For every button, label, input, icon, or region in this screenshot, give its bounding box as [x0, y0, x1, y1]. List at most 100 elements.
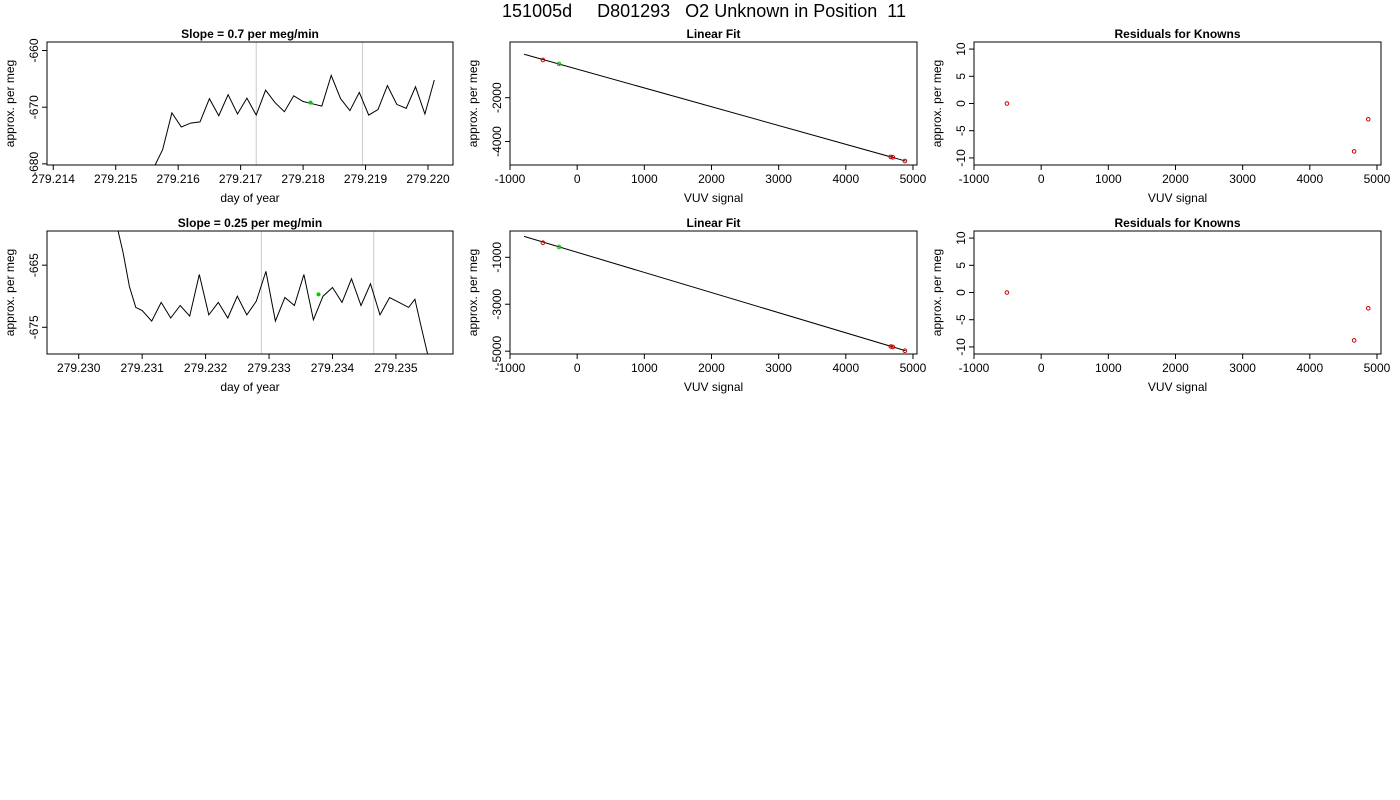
plot-frame — [509, 41, 918, 166]
y-axis-label: approx. per meg — [466, 60, 480, 147]
x-tick-label: 279.214 — [32, 172, 76, 186]
y-tick-label: 5 — [954, 73, 968, 80]
x-axis-label: VUV signal — [684, 380, 743, 394]
y-axis-label: approx. per meg — [930, 60, 944, 147]
plot-area — [523, 235, 908, 354]
unknown-marker — [316, 292, 321, 297]
x-axis: -1000 0 1000 2000 3000 4000 5000 VUV signal — [959, 353, 1391, 394]
residual-point — [1004, 290, 1010, 295]
plot-area — [523, 53, 908, 164]
fit-line — [523, 235, 906, 352]
x-axis-label: day of year — [220, 380, 279, 394]
y-axis-label: approx. per meg — [3, 60, 17, 147]
x-tick-label: 5000 — [900, 361, 927, 375]
plot-area — [1004, 290, 1371, 343]
x-tick-label: 4000 — [1296, 172, 1323, 186]
y-tick-label: -660 — [27, 38, 41, 62]
x-tick-label: 1000 — [1095, 172, 1122, 186]
x-tick-label: 279.230 — [57, 361, 101, 375]
unknown-marker — [308, 100, 313, 105]
y-tick-label: -680 — [27, 152, 41, 176]
x-tick-label: 1000 — [631, 172, 658, 186]
y-tick-label: -4000 — [490, 126, 504, 157]
plot-area — [1004, 101, 1371, 154]
plot-frame — [973, 230, 1382, 355]
x-axis: -1000 0 1000 2000 3000 4000 5000 VUV signal — [959, 164, 1391, 205]
x-tick-label: 279.216 — [156, 172, 200, 186]
known-point — [902, 348, 908, 354]
chart-title: Slope = 0.7 per meg/min — [181, 27, 319, 41]
x-tick-label: 4000 — [832, 172, 859, 186]
x-axis: 279.214 279.215 279.216 279.217 279.218 279.2… — [32, 164, 450, 205]
x-tick-label: 3000 — [1229, 172, 1256, 186]
x-tick-label: 279.234 — [311, 361, 355, 375]
unknown-point — [556, 61, 562, 67]
x-tick-label: 279.235 — [374, 361, 418, 375]
x-tick-label: 279.233 — [247, 361, 291, 375]
x-tick-label: 5000 — [900, 172, 927, 186]
x-tick-label: 4000 — [832, 361, 859, 375]
fit-line — [523, 53, 906, 162]
y-tick-label: 10 — [954, 42, 968, 56]
y-tick-label: 10 — [954, 231, 968, 245]
residual-point — [1365, 305, 1371, 311]
y-tick-label: -665 — [27, 253, 41, 277]
x-tick-label: 3000 — [765, 361, 792, 375]
known-point — [902, 158, 908, 164]
residual-point — [1365, 116, 1371, 122]
x-axis-label: VUV signal — [1148, 380, 1207, 394]
y-axis-label: approx. per meg — [930, 249, 944, 336]
y-tick-label: 0 — [954, 100, 968, 107]
chart-title: Linear Fit — [686, 216, 740, 230]
x-tick-label: 3000 — [1229, 361, 1256, 375]
fit-top-panel: Linear Fit -1000 0 1000 2000 3000 4000 5000 VUV … — [466, 27, 927, 205]
x-axis-label: VUV signal — [684, 191, 743, 205]
plot-area — [117, 231, 429, 354]
y-tick-label: 5 — [954, 262, 968, 269]
y-tick-label: -5 — [954, 314, 968, 325]
x-tick-label: 279.232 — [184, 361, 228, 375]
plot-frame — [973, 41, 1382, 166]
known-point — [888, 344, 894, 349]
residual-point — [1351, 149, 1357, 154]
y-tick-label: -3000 — [490, 289, 504, 320]
y-tick-label: -670 — [27, 95, 41, 119]
y-axis-label: approx. per meg — [466, 249, 480, 336]
x-axis: 279.230 279.231 279.232 279.233 279.234 279.2… — [57, 353, 418, 394]
y-tick-label: -675 — [27, 315, 41, 339]
known-point — [540, 240, 546, 246]
x-tick-label: 0 — [574, 361, 581, 375]
chart-title: Slope = 0.25 per meg/min — [178, 216, 322, 230]
y-tick-label: 0 — [954, 289, 968, 296]
x-tick-label: -1000 — [959, 172, 990, 186]
x-tick-label: 3000 — [765, 172, 792, 186]
residual-point — [1004, 101, 1010, 106]
y-tick-label: -5000 — [490, 336, 504, 367]
x-tick-label: 1000 — [1095, 361, 1122, 375]
x-tick-label: 2000 — [698, 361, 725, 375]
x-tick-label: 2000 — [698, 172, 725, 186]
x-axis: -1000 0 1000 2000 3000 4000 5000 VUV signal — [495, 353, 927, 394]
y-axis-label: approx. per meg — [3, 249, 17, 336]
x-tick-label: 279.231 — [120, 361, 164, 375]
y-tick-label: -10 — [954, 338, 968, 356]
x-tick-label: 5000 — [1364, 361, 1391, 375]
x-tick-label: 279.220 — [406, 172, 450, 186]
x-tick-label: 1000 — [631, 361, 658, 375]
chart-title: Linear Fit — [686, 27, 740, 41]
x-tick-label: 279.219 — [344, 172, 388, 186]
x-tick-label: 2000 — [1162, 172, 1189, 186]
y-axis: -5000 -3000 -1000 approx. per meg — [466, 242, 511, 367]
y-tick-label: -1000 — [490, 242, 504, 273]
known-point — [888, 154, 894, 160]
series-line — [154, 73, 435, 165]
x-tick-label: 0 — [574, 172, 581, 186]
known-point — [890, 344, 896, 350]
resid-bottom-panel: Residuals for Knowns -1000 0 1000 2000 3000 40… — [930, 216, 1391, 394]
plot-area — [154, 42, 435, 165]
known-point — [540, 57, 546, 63]
y-tick-label: -2000 — [490, 82, 504, 113]
trace-top-panel: Slope = 0.7 per meg/min 279.214 279.215 279… — [3, 27, 454, 205]
